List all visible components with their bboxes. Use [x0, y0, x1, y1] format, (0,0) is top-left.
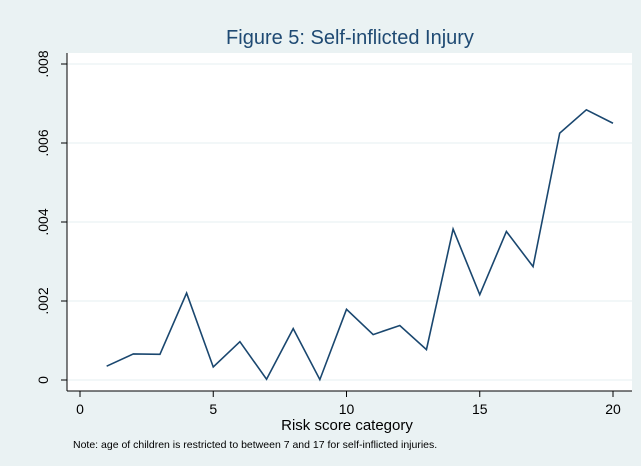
- series-line-0: [106, 108, 614, 382]
- x-tick-label-0: 0: [76, 401, 84, 417]
- x-tick-label-2: 10: [339, 401, 355, 417]
- x-axis-title: Risk score category: [281, 417, 413, 434]
- y-tick-label-1: .002: [35, 287, 51, 314]
- y-tick-label-2: .004: [35, 208, 51, 235]
- y-tick-label-0: 0: [35, 376, 51, 384]
- grid-lines: [67, 63, 632, 381]
- chart-title: Figure 5: Self-inflicted Injury: [226, 27, 474, 49]
- series-group: [106, 108, 614, 382]
- y-axis-ticks: 0 .002 .004 .006 .008: [35, 50, 67, 384]
- x-tick-label-4: 20: [605, 401, 621, 417]
- x-tick-label-3: 15: [472, 401, 488, 417]
- x-tick-label-1: 5: [209, 401, 217, 417]
- x-axis-ticks: 0 5 10 15 20: [76, 391, 621, 417]
- y-tick-label-4: .008: [35, 50, 51, 77]
- chart-note: Note: age of children is restricted to b…: [73, 439, 437, 451]
- y-tick-label-3: .006: [35, 129, 51, 156]
